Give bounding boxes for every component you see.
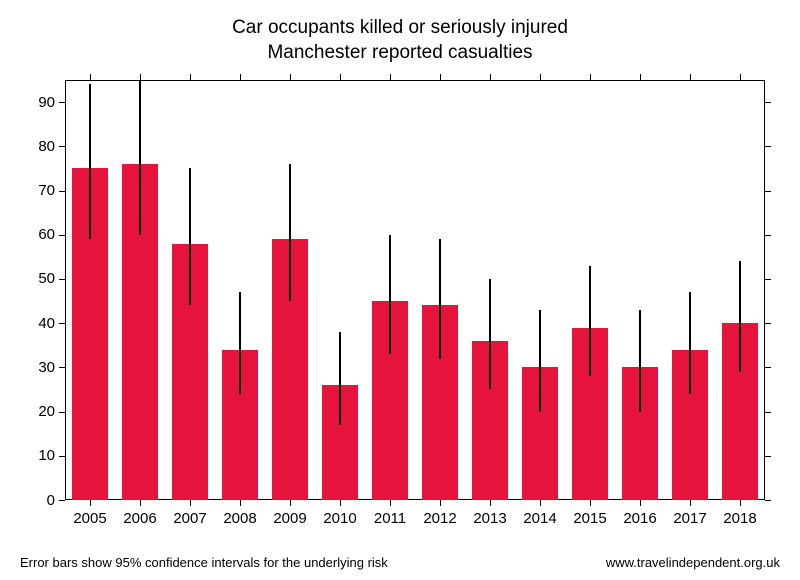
xtick xyxy=(640,74,641,80)
footer-left: Error bars show 95% confidence intervals… xyxy=(20,555,388,570)
xtick xyxy=(240,500,241,506)
ytick xyxy=(765,279,771,280)
ytick xyxy=(59,279,65,280)
xtick xyxy=(740,500,741,506)
xtick xyxy=(590,74,591,80)
ytick xyxy=(765,102,771,103)
xtick xyxy=(490,500,491,506)
xtick-label: 2015 xyxy=(565,510,615,527)
xtick xyxy=(340,500,341,506)
axis-bottom xyxy=(65,499,765,500)
xtick xyxy=(640,500,641,506)
footer-right: www.travelindependent.org.uk xyxy=(606,555,780,570)
ytick-label: 40 xyxy=(38,315,55,332)
error-bar xyxy=(639,310,641,412)
ytick xyxy=(765,146,771,147)
xtick-label: 2014 xyxy=(515,510,565,527)
ytick-label: 10 xyxy=(38,447,55,464)
xtick xyxy=(90,74,91,80)
title-line-2: Manchester reported casualties xyxy=(0,41,800,66)
error-bar xyxy=(89,84,91,239)
ytick xyxy=(59,500,65,501)
xtick-label: 2005 xyxy=(65,510,115,527)
ytick xyxy=(59,367,65,368)
axis-top xyxy=(65,80,765,81)
xtick xyxy=(390,74,391,80)
xtick-label: 2007 xyxy=(165,510,215,527)
xtick xyxy=(190,500,191,506)
ytick xyxy=(59,102,65,103)
error-bar xyxy=(689,292,691,394)
xtick xyxy=(140,74,141,80)
ytick xyxy=(765,323,771,324)
ytick-label: 90 xyxy=(38,94,55,111)
xtick xyxy=(540,74,541,80)
ytick-label: 70 xyxy=(38,182,55,199)
xtick-label: 2017 xyxy=(665,510,715,527)
error-bar xyxy=(489,279,491,390)
chart-title: Car occupants killed or seriously injure… xyxy=(0,0,800,65)
xtick xyxy=(590,500,591,506)
xtick-label: 2012 xyxy=(415,510,465,527)
ytick xyxy=(59,235,65,236)
axis-right xyxy=(764,80,765,500)
ytick xyxy=(59,191,65,192)
error-bar xyxy=(189,168,191,305)
ytick-label: 80 xyxy=(38,138,55,155)
xtick xyxy=(740,74,741,80)
xtick xyxy=(690,500,691,506)
xtick xyxy=(290,74,291,80)
ytick xyxy=(59,146,65,147)
ytick xyxy=(59,412,65,413)
ytick xyxy=(765,235,771,236)
ytick-label: 20 xyxy=(38,403,55,420)
ytick-label: 60 xyxy=(38,226,55,243)
xtick-label: 2009 xyxy=(265,510,315,527)
ytick xyxy=(765,500,771,501)
xtick xyxy=(490,74,491,80)
ytick xyxy=(59,456,65,457)
ytick xyxy=(765,191,771,192)
ytick-label: 0 xyxy=(47,492,55,509)
ytick xyxy=(765,367,771,368)
error-bar xyxy=(439,239,441,358)
xtick xyxy=(240,74,241,80)
xtick xyxy=(440,500,441,506)
xtick xyxy=(340,74,341,80)
xtick-label: 2011 xyxy=(365,510,415,527)
error-bar xyxy=(539,310,541,412)
xtick xyxy=(190,74,191,80)
chart-container: Car occupants killed or seriously injure… xyxy=(0,0,800,580)
ytick-label: 30 xyxy=(38,359,55,376)
xtick xyxy=(140,500,141,506)
xtick-label: 2013 xyxy=(465,510,515,527)
ytick xyxy=(765,412,771,413)
xtick-label: 2018 xyxy=(715,510,765,527)
error-bar xyxy=(239,292,241,394)
axis-left xyxy=(65,80,66,500)
error-bar xyxy=(339,332,341,425)
ytick xyxy=(765,456,771,457)
error-bar xyxy=(289,164,291,301)
xtick xyxy=(390,500,391,506)
xtick xyxy=(690,74,691,80)
xtick xyxy=(90,500,91,506)
xtick xyxy=(540,500,541,506)
title-line-1: Car occupants killed or seriously injure… xyxy=(0,16,800,41)
xtick-label: 2016 xyxy=(615,510,665,527)
error-bar xyxy=(589,266,591,377)
footer: Error bars show 95% confidence intervals… xyxy=(20,555,780,570)
xtick xyxy=(440,74,441,80)
plot-area: 0102030405060708090200520062007200820092… xyxy=(65,80,765,500)
xtick xyxy=(290,500,291,506)
xtick-label: 2008 xyxy=(215,510,265,527)
ytick-label: 50 xyxy=(38,270,55,287)
ytick xyxy=(59,323,65,324)
error-bar xyxy=(739,261,741,372)
error-bar xyxy=(389,235,391,354)
error-bar xyxy=(139,80,141,235)
xtick-label: 2006 xyxy=(115,510,165,527)
xtick-label: 2010 xyxy=(315,510,365,527)
